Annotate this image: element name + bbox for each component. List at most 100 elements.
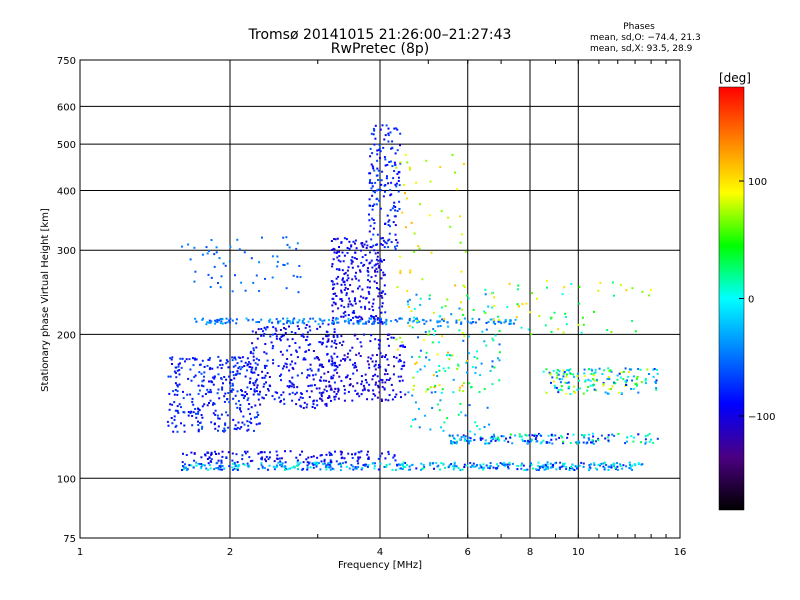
data-point (299, 453, 302, 456)
data-point (304, 358, 307, 361)
data-point (402, 466, 405, 468)
data-point (431, 462, 434, 465)
data-point (386, 373, 389, 375)
data-point (425, 390, 428, 393)
data-point (453, 466, 456, 469)
data-point (329, 459, 332, 462)
data-point (240, 281, 243, 284)
data-point (237, 367, 240, 370)
data-point (364, 463, 367, 466)
data-point (344, 461, 347, 464)
data-point (312, 463, 315, 466)
data-point (232, 397, 235, 400)
data-point (479, 463, 482, 466)
data-point (359, 355, 362, 357)
data-point (518, 433, 521, 436)
data-point (314, 320, 317, 323)
data-point (389, 131, 392, 134)
data-point (293, 386, 296, 389)
data-point (318, 317, 321, 320)
data-point (371, 205, 374, 207)
data-point (505, 437, 507, 440)
data-point (387, 132, 390, 135)
data-point (580, 461, 583, 464)
data-point (290, 353, 293, 356)
x-tick-label: 16 (674, 547, 687, 558)
data-point (195, 320, 198, 323)
data-point (384, 158, 387, 161)
data-point (498, 318, 501, 321)
data-point (484, 288, 487, 291)
data-point (459, 402, 462, 405)
data-point (566, 436, 569, 439)
data-point (325, 468, 328, 471)
data-point (388, 219, 391, 222)
data-point (343, 399, 346, 402)
data-point (328, 380, 331, 383)
data-point (335, 365, 338, 367)
data-point (284, 450, 286, 453)
data-point (460, 411, 463, 414)
data-point (307, 385, 310, 388)
data-point (220, 460, 223, 463)
data-point (378, 199, 381, 202)
data-point (293, 317, 296, 320)
data-point (368, 230, 371, 233)
data-point (243, 463, 246, 466)
data-point (325, 464, 328, 467)
data-point (291, 338, 294, 341)
data-point (499, 462, 502, 465)
data-point (444, 305, 447, 308)
data-point (655, 387, 658, 389)
data-point (399, 255, 402, 258)
data-point (454, 171, 456, 174)
data-point (592, 383, 595, 386)
data-point (303, 401, 306, 404)
data-point (263, 451, 266, 454)
data-point (181, 357, 184, 360)
data-point (210, 453, 213, 456)
data-point (466, 371, 468, 374)
data-point (309, 367, 312, 370)
data-point (224, 392, 227, 395)
data-point (212, 402, 215, 404)
data-point (341, 251, 344, 254)
data-point (611, 385, 614, 388)
data-point (432, 374, 435, 377)
data-point (540, 434, 543, 437)
data-point (408, 317, 411, 320)
data-point (261, 456, 264, 459)
data-point (604, 391, 607, 394)
data-point (176, 369, 179, 372)
data-point (356, 392, 359, 395)
data-point (403, 364, 406, 367)
data-point (393, 454, 396, 457)
data-point (400, 344, 403, 347)
data-point (371, 360, 374, 363)
data-point (458, 329, 461, 332)
data-point (528, 434, 531, 437)
data-point (563, 371, 566, 373)
data-point (307, 349, 310, 352)
data-point (226, 360, 229, 363)
data-point (220, 367, 223, 370)
data-point (203, 403, 206, 406)
data-point (474, 465, 477, 468)
data-point (284, 332, 287, 334)
data-point (266, 372, 269, 374)
data-point (339, 469, 342, 472)
data-point (191, 415, 194, 417)
data-point (365, 247, 368, 249)
data-point (266, 326, 269, 329)
data-point (413, 319, 415, 322)
data-point (473, 439, 476, 442)
y-axis-label: Stationary phase Virtual Height [km] (40, 208, 51, 392)
data-point (372, 393, 375, 395)
data-point (342, 277, 344, 280)
data-point (296, 242, 299, 245)
data-point (331, 377, 334, 380)
data-point (201, 359, 204, 362)
data-point (609, 388, 612, 390)
data-point (406, 289, 409, 292)
data-point (349, 284, 352, 287)
